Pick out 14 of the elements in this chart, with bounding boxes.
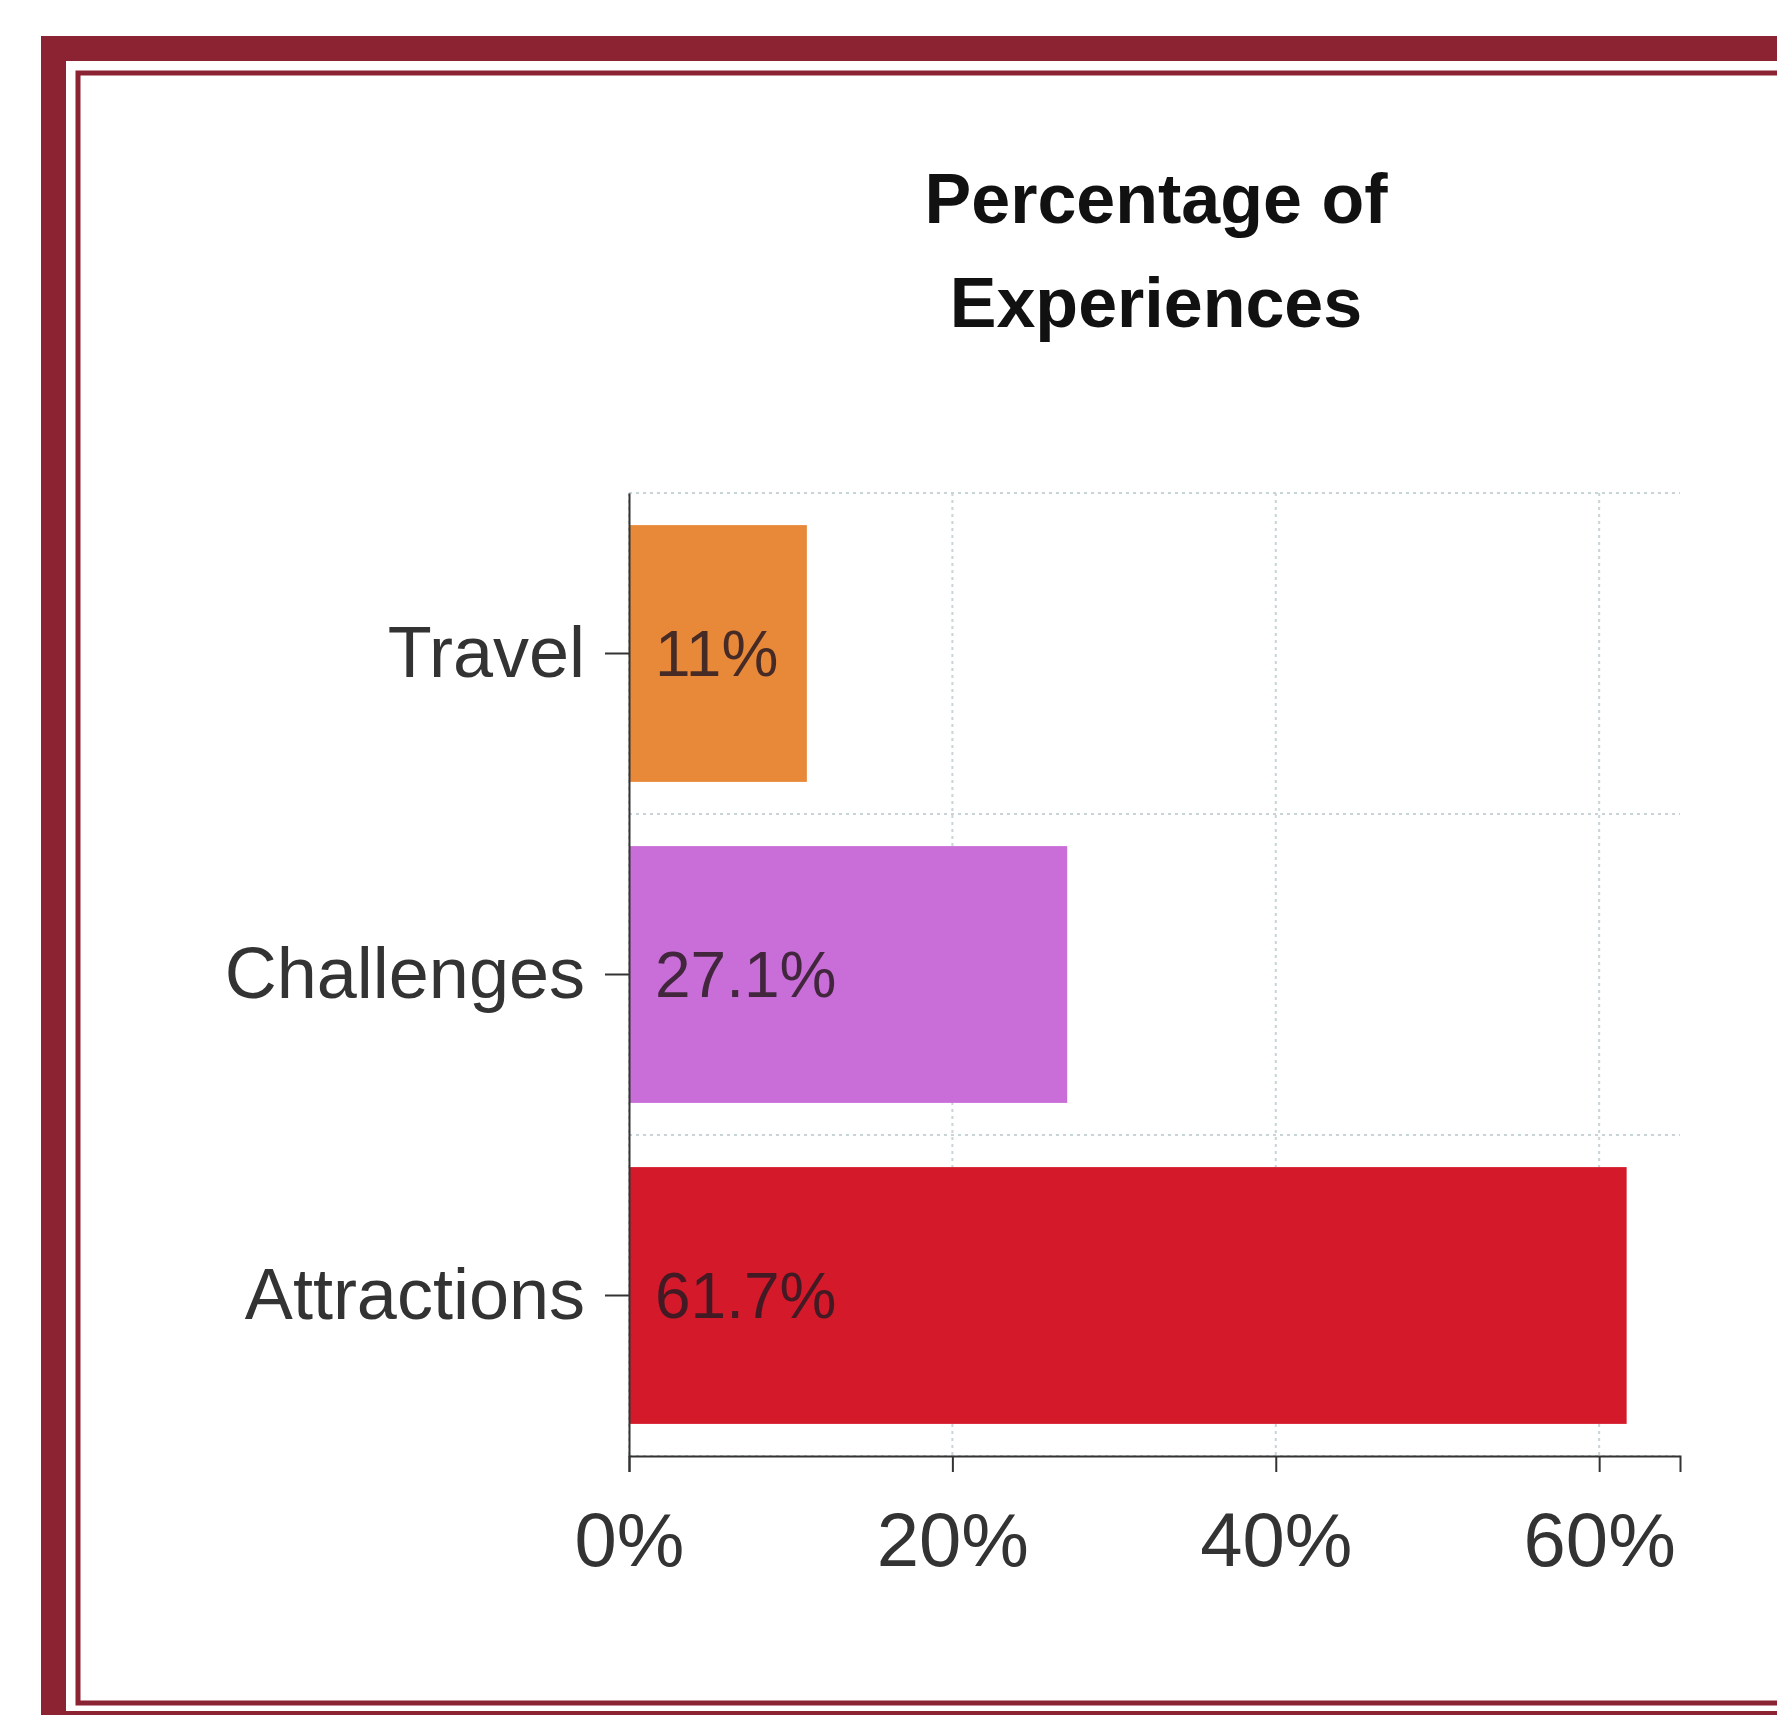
x-tick-label: 40% [1200, 1496, 1353, 1582]
bar [629, 846, 1068, 1103]
y-tick-label: Challenges [224, 932, 585, 1013]
y-tick-label: Attractions [244, 1253, 585, 1334]
data-label: 11% [655, 617, 779, 690]
x-tick-label: 20% [876, 1496, 1029, 1582]
x-tick-label: 60% [1523, 1496, 1676, 1582]
bar [629, 525, 807, 782]
chart-title: Percentage of Experiences [924, 160, 1389, 342]
data-label: 61.7% [655, 1259, 837, 1332]
x-tick-label: 0% [574, 1496, 685, 1582]
bar [629, 1167, 1627, 1424]
data-label: 27.1% [655, 938, 837, 1011]
y-tick-label: Travel [387, 611, 585, 692]
